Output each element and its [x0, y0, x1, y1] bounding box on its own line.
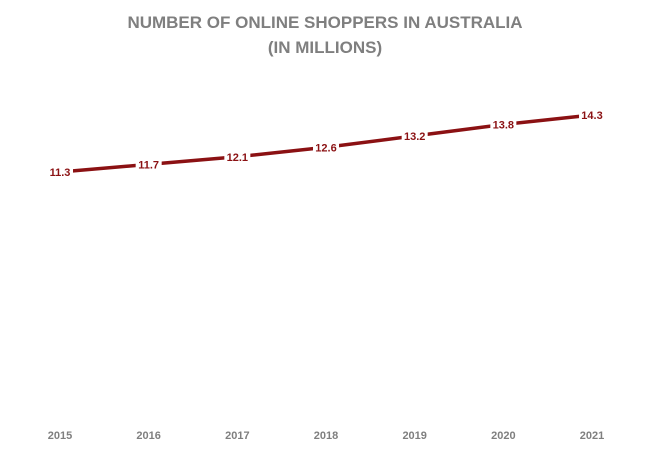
data-label-background	[490, 116, 517, 131]
x-tick-label-2018: 2018	[314, 430, 338, 442]
x-tick-label-2021: 2021	[580, 430, 604, 442]
data-labels: 11.3 11.7 12.1 12.6 13.2 13.8 14.3	[47, 107, 606, 179]
drop-lines	[59, 121, 593, 405]
x-tick-label-2015: 2015	[48, 430, 72, 442]
data-label-background	[401, 127, 428, 142]
x-tick-label-2020: 2020	[491, 430, 515, 442]
x-tick-label-2017: 2017	[225, 430, 249, 442]
data-label-background	[135, 156, 162, 171]
data-label-2016: 11.7	[138, 159, 159, 171]
data-label-background	[313, 139, 340, 154]
x-tick-label-2016: 2016	[136, 430, 160, 442]
chart-subtitle: (IN MILLIONS)	[267, 38, 383, 57]
data-label-2017: 12.1	[227, 152, 248, 164]
data-label-2020: 13.8	[493, 120, 514, 132]
data-label-background	[579, 107, 606, 121]
data-label-2021: 14.3	[581, 110, 602, 122]
data-label-background	[47, 164, 73, 178]
x-axis-tick-labels: 2015 2016 2017 2018 2019 2020 2021	[48, 430, 605, 442]
data-label-2018: 12.6	[315, 142, 336, 154]
data-label-background	[224, 148, 251, 163]
data-label-2015: 11.3	[50, 167, 71, 179]
chart-title-line: NUMBER OF ONLINE SHOPPERS IN AUSTRALIA	[127, 13, 523, 32]
x-tick-label-2019: 2019	[402, 430, 426, 442]
data-label-2019: 13.2	[404, 131, 425, 143]
chart-title: NUMBER OF ONLINE SHOPPERS IN AUSTRALIA (…	[0, 10, 650, 60]
